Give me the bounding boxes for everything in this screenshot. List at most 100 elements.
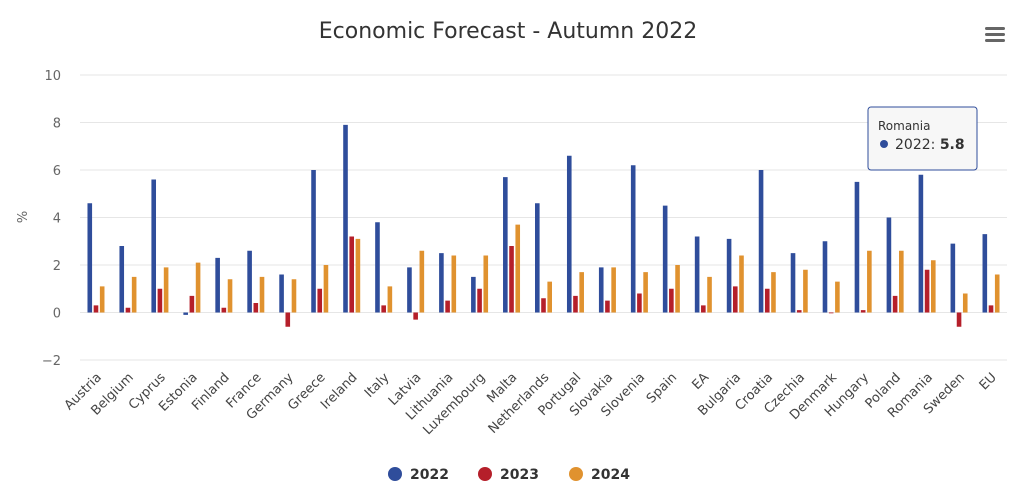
- bar-2023-ireland[interactable]: [349, 236, 355, 313]
- bar-2024-romania[interactable]: [930, 260, 936, 313]
- bar-2022-spain[interactable]: [662, 205, 668, 313]
- bar-2022-denmark[interactable]: [822, 241, 828, 313]
- bar-2024-eu[interactable]: [994, 274, 1000, 313]
- bar-2023-cyprus[interactable]: [157, 288, 163, 313]
- bar-2023-slovenia[interactable]: [637, 293, 642, 313]
- bar-2024-czechia[interactable]: [803, 269, 808, 313]
- bar-2023-greece[interactable]: [317, 288, 323, 313]
- bar-2023-romania[interactable]: [924, 269, 930, 313]
- y-axis-label: %: [16, 211, 31, 223]
- bar-2022-greece[interactable]: [311, 170, 316, 313]
- bar-2024-ea[interactable]: [707, 276, 712, 313]
- bar-2024-portugal[interactable]: [579, 272, 584, 313]
- tooltip-series-marker: [880, 140, 888, 148]
- bar-2022-slovenia[interactable]: [630, 165, 636, 313]
- bar-2022-slovakia[interactable]: [598, 267, 604, 313]
- bar-2023-belgium[interactable]: [125, 307, 131, 313]
- bar-2023-lithuania[interactable]: [445, 300, 450, 313]
- bar-2022-estonia[interactable]: [183, 312, 188, 315]
- bar-2023-poland[interactable]: [892, 295, 898, 313]
- bar-2023-austria[interactable]: [93, 305, 99, 313]
- bar-2023-netherlands[interactable]: [541, 298, 546, 313]
- bar-2023-slovakia[interactable]: [605, 300, 610, 313]
- y-tick-label: 6: [53, 164, 61, 179]
- bar-2022-croatia[interactable]: [758, 170, 764, 313]
- bar-2022-eu[interactable]: [982, 234, 988, 313]
- bar-2022-france[interactable]: [247, 250, 252, 313]
- bar-2023-ea[interactable]: [701, 305, 706, 313]
- bar-2024-denmark[interactable]: [835, 281, 840, 313]
- bar-2022-hungary[interactable]: [854, 181, 860, 313]
- bar-2024-austria[interactable]: [99, 286, 105, 313]
- bar-2023-malta[interactable]: [509, 246, 514, 313]
- bar-2022-ea[interactable]: [694, 236, 700, 313]
- bar-2023-spain[interactable]: [669, 288, 674, 313]
- hamburger-menu-icon: [985, 27, 1005, 42]
- bar-2023-czechia[interactable]: [796, 310, 802, 313]
- bar-2022-cyprus[interactable]: [151, 179, 157, 313]
- bar-2024-hungary[interactable]: [867, 250, 872, 313]
- bar-2024-spain[interactable]: [675, 265, 680, 313]
- bar-2022-germany[interactable]: [279, 274, 284, 313]
- bar-2022-bulgaria[interactable]: [726, 238, 732, 313]
- tooltip: Romania 2022: 5.8: [867, 106, 978, 171]
- legend-item-2024[interactable]: 2024: [569, 467, 630, 483]
- bar-2023-estonia[interactable]: [189, 295, 195, 313]
- bar-2024-ireland[interactable]: [355, 238, 361, 313]
- bar-2024-france[interactable]: [259, 276, 265, 313]
- bar-2022-latvia[interactable]: [407, 267, 412, 313]
- bar-2023-eu[interactable]: [988, 305, 994, 313]
- bar-2023-portugal[interactable]: [573, 295, 578, 313]
- bar-2024-bulgaria[interactable]: [739, 255, 744, 313]
- bar-2024-germany[interactable]: [291, 279, 297, 313]
- bar-2022-sweden[interactable]: [950, 243, 956, 313]
- bar-2024-belgium[interactable]: [131, 276, 137, 313]
- bar-2022-finland[interactable]: [215, 257, 220, 313]
- legend-item-2023[interactable]: 2023: [478, 467, 539, 483]
- bar-2024-latvia[interactable]: [419, 250, 425, 313]
- svg-text:2022: 5.8: 2022: 5.8: [895, 137, 965, 153]
- bar-2024-slovakia[interactable]: [611, 267, 616, 313]
- bar-2023-latvia[interactable]: [413, 312, 418, 320]
- bar-2023-france[interactable]: [253, 303, 259, 313]
- bar-2024-cyprus[interactable]: [163, 267, 169, 313]
- bar-2023-luxembourg[interactable]: [477, 288, 482, 313]
- bar-2022-czechia[interactable]: [790, 253, 796, 313]
- bar-2022-luxembourg[interactable]: [471, 276, 476, 313]
- bar-2022-romania[interactable]: [918, 174, 924, 313]
- legend-marker: [388, 467, 402, 481]
- bar-2024-estonia[interactable]: [195, 262, 201, 313]
- bar-2022-austria[interactable]: [87, 203, 93, 313]
- bar-2023-bulgaria[interactable]: [732, 286, 738, 313]
- bar-2022-netherlands[interactable]: [535, 203, 540, 313]
- bar-2022-italy[interactable]: [375, 222, 380, 313]
- bar-2024-netherlands[interactable]: [547, 281, 552, 313]
- bar-2023-hungary[interactable]: [860, 310, 866, 313]
- bar-2024-luxembourg[interactable]: [483, 255, 489, 313]
- bar-2022-ireland[interactable]: [343, 124, 348, 313]
- bar-2022-lithuania[interactable]: [439, 253, 444, 313]
- bar-2023-denmark[interactable]: [828, 312, 834, 314]
- bar-2022-belgium[interactable]: [119, 246, 125, 313]
- tooltip-series-label: 2022: [895, 137, 931, 153]
- bar-2024-finland[interactable]: [227, 279, 233, 313]
- bar-2023-croatia[interactable]: [764, 288, 770, 313]
- bar-2023-italy[interactable]: [381, 305, 386, 313]
- bar-2024-lithuania[interactable]: [451, 255, 457, 313]
- bar-2024-greece[interactable]: [323, 265, 329, 313]
- bar-2024-malta[interactable]: [515, 224, 521, 313]
- hamburger-menu-button[interactable]: [980, 24, 1010, 50]
- legend-item-2022[interactable]: 2022: [388, 467, 449, 483]
- bar-2022-portugal[interactable]: [566, 155, 572, 313]
- bar-2022-poland[interactable]: [886, 217, 892, 313]
- bar-2023-sweden[interactable]: [956, 312, 962, 327]
- bar-2024-poland[interactable]: [899, 250, 904, 313]
- bar-2023-finland[interactable]: [221, 307, 227, 313]
- bar-2024-italy[interactable]: [387, 286, 393, 313]
- bar-2024-croatia[interactable]: [771, 272, 776, 313]
- bar-2022-malta[interactable]: [503, 177, 508, 313]
- bar-2024-sweden[interactable]: [962, 293, 968, 313]
- bar-2024-slovenia[interactable]: [643, 272, 648, 313]
- bar-2023-germany[interactable]: [285, 312, 291, 327]
